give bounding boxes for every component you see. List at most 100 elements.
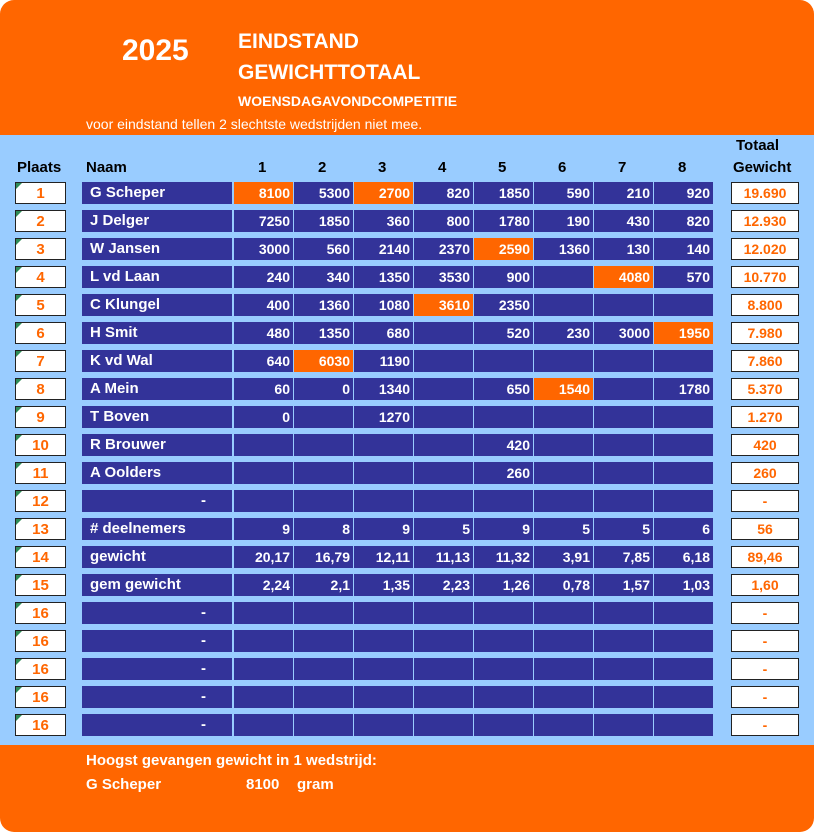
match-2-cell[interactable]: 16,79: [294, 546, 353, 568]
match-8-cell[interactable]: 6,18: [654, 546, 713, 568]
place-cell[interactable]: 15: [15, 574, 66, 596]
match-7-cell[interactable]: 4080: [594, 266, 653, 288]
name-cell[interactable]: -: [82, 658, 232, 680]
place-cell[interactable]: 16: [15, 630, 66, 652]
place-cell[interactable]: 2: [15, 210, 66, 232]
match-6-cell[interactable]: [534, 658, 593, 680]
match-3-cell[interactable]: [354, 658, 413, 680]
place-cell[interactable]: 16: [15, 602, 66, 624]
match-4-cell[interactable]: 820: [414, 182, 473, 204]
match-5-cell[interactable]: 420: [474, 434, 533, 456]
match-3-cell[interactable]: 680: [354, 322, 413, 344]
match-7-cell[interactable]: 5: [594, 518, 653, 540]
total-cell[interactable]: 8.800: [731, 294, 799, 316]
match-2-cell[interactable]: [294, 602, 353, 624]
match-3-cell[interactable]: [354, 686, 413, 708]
match-4-cell[interactable]: [414, 350, 473, 372]
match-8-cell[interactable]: 1780: [654, 378, 713, 400]
match-2-cell[interactable]: 8: [294, 518, 353, 540]
match-4-cell[interactable]: [414, 686, 473, 708]
match-2-cell[interactable]: [294, 686, 353, 708]
match-2-cell[interactable]: [294, 434, 353, 456]
match-1-cell[interactable]: 640: [234, 350, 293, 372]
match-5-cell[interactable]: 900: [474, 266, 533, 288]
name-cell[interactable]: gewicht: [82, 546, 232, 568]
total-cell[interactable]: 10.770: [731, 266, 799, 288]
match-6-cell[interactable]: [534, 714, 593, 736]
match-6-cell[interactable]: [534, 686, 593, 708]
match-8-cell[interactable]: 6: [654, 518, 713, 540]
match-5-cell[interactable]: [474, 630, 533, 652]
match-5-cell[interactable]: 9: [474, 518, 533, 540]
match-6-cell[interactable]: 230: [534, 322, 593, 344]
match-6-cell[interactable]: 1360: [534, 238, 593, 260]
match-6-cell[interactable]: 0,78: [534, 574, 593, 596]
match-8-cell[interactable]: [654, 490, 713, 512]
match-6-cell[interactable]: [534, 490, 593, 512]
match-3-cell[interactable]: 1340: [354, 378, 413, 400]
place-cell[interactable]: 14: [15, 546, 66, 568]
match-3-cell[interactable]: 12,11: [354, 546, 413, 568]
match-4-cell[interactable]: [414, 322, 473, 344]
match-8-cell[interactable]: [654, 462, 713, 484]
match-3-cell[interactable]: 2700: [354, 182, 413, 204]
total-cell[interactable]: -: [731, 602, 799, 624]
name-cell[interactable]: A Oolders: [82, 462, 232, 484]
match-6-cell[interactable]: [534, 294, 593, 316]
match-1-cell[interactable]: 400: [234, 294, 293, 316]
match-5-cell[interactable]: 11,32: [474, 546, 533, 568]
match-1-cell[interactable]: [234, 602, 293, 624]
match-3-cell[interactable]: 1350: [354, 266, 413, 288]
match-8-cell[interactable]: [654, 602, 713, 624]
match-3-cell[interactable]: [354, 490, 413, 512]
place-cell[interactable]: 16: [15, 658, 66, 680]
match-6-cell[interactable]: 3,91: [534, 546, 593, 568]
match-4-cell[interactable]: [414, 602, 473, 624]
match-1-cell[interactable]: [234, 658, 293, 680]
match-3-cell[interactable]: 1,35: [354, 574, 413, 596]
total-cell[interactable]: 1,60: [731, 574, 799, 596]
total-cell[interactable]: 260: [731, 462, 799, 484]
match-2-cell[interactable]: [294, 714, 353, 736]
match-2-cell[interactable]: 6030: [294, 350, 353, 372]
match-8-cell[interactable]: [654, 350, 713, 372]
match-4-cell[interactable]: 3610: [414, 294, 473, 316]
match-2-cell[interactable]: 5300: [294, 182, 353, 204]
place-cell[interactable]: 9: [15, 406, 66, 428]
match-8-cell[interactable]: 920: [654, 182, 713, 204]
match-5-cell[interactable]: 520: [474, 322, 533, 344]
match-5-cell[interactable]: [474, 406, 533, 428]
match-1-cell[interactable]: 20,17: [234, 546, 293, 568]
place-cell[interactable]: 16: [15, 686, 66, 708]
match-5-cell[interactable]: [474, 602, 533, 624]
total-cell[interactable]: 1.270: [731, 406, 799, 428]
match-3-cell[interactable]: 1270: [354, 406, 413, 428]
match-3-cell[interactable]: [354, 462, 413, 484]
match-8-cell[interactable]: 1950: [654, 322, 713, 344]
match-1-cell[interactable]: [234, 490, 293, 512]
match-7-cell[interactable]: [594, 434, 653, 456]
match-8-cell[interactable]: [654, 686, 713, 708]
match-1-cell[interactable]: 7250: [234, 210, 293, 232]
match-7-cell[interactable]: [594, 658, 653, 680]
match-4-cell[interactable]: [414, 462, 473, 484]
match-8-cell[interactable]: 1,03: [654, 574, 713, 596]
match-8-cell[interactable]: [654, 658, 713, 680]
total-cell[interactable]: 7.980: [731, 322, 799, 344]
match-8-cell[interactable]: [654, 406, 713, 428]
match-7-cell[interactable]: 130: [594, 238, 653, 260]
match-8-cell[interactable]: 140: [654, 238, 713, 260]
place-cell[interactable]: 5: [15, 294, 66, 316]
match-3-cell[interactable]: 9: [354, 518, 413, 540]
total-cell[interactable]: 5.370: [731, 378, 799, 400]
total-cell[interactable]: 56: [731, 518, 799, 540]
match-5-cell[interactable]: 2350: [474, 294, 533, 316]
place-cell[interactable]: 11: [15, 462, 66, 484]
match-5-cell[interactable]: 1,26: [474, 574, 533, 596]
total-cell[interactable]: -: [731, 686, 799, 708]
match-5-cell[interactable]: 1850: [474, 182, 533, 204]
match-5-cell[interactable]: [474, 658, 533, 680]
match-6-cell[interactable]: [534, 602, 593, 624]
match-4-cell[interactable]: [414, 406, 473, 428]
match-3-cell[interactable]: 360: [354, 210, 413, 232]
